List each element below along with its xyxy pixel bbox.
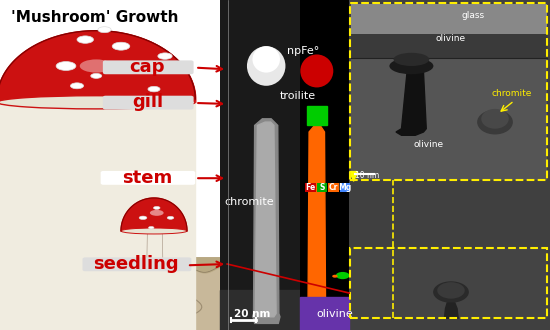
Text: olivine: olivine (316, 310, 353, 319)
Ellipse shape (252, 46, 280, 73)
Bar (351, 248, 547, 318)
Ellipse shape (433, 281, 469, 303)
Text: Mg: Mg (338, 183, 352, 192)
Ellipse shape (393, 53, 429, 66)
Polygon shape (0, 31, 195, 99)
Ellipse shape (148, 86, 160, 92)
Text: chromite: chromite (491, 89, 532, 98)
FancyBboxPatch shape (103, 60, 194, 74)
Text: S: S (320, 183, 324, 192)
Ellipse shape (150, 210, 164, 216)
Bar (351, 34, 547, 59)
Bar (305, 183, 316, 192)
Text: npFe°: npFe° (287, 47, 320, 56)
Polygon shape (147, 231, 163, 261)
Polygon shape (396, 69, 426, 135)
Polygon shape (72, 115, 116, 267)
Polygon shape (300, 297, 349, 330)
Bar (300, 0, 349, 330)
Polygon shape (0, 257, 231, 330)
Ellipse shape (300, 54, 333, 87)
Ellipse shape (77, 36, 94, 43)
Polygon shape (307, 106, 327, 125)
Ellipse shape (389, 58, 433, 74)
FancyBboxPatch shape (101, 171, 195, 185)
Ellipse shape (112, 42, 130, 50)
Ellipse shape (153, 207, 160, 210)
Bar (328, 183, 339, 192)
Text: gill: gill (132, 93, 163, 111)
Text: chromite: chromite (224, 197, 274, 207)
Text: troilite: troilite (279, 91, 316, 101)
Text: olivine: olivine (414, 140, 444, 149)
Bar (351, 4, 547, 180)
Ellipse shape (56, 61, 76, 70)
Ellipse shape (139, 216, 147, 219)
Ellipse shape (80, 59, 113, 73)
Bar (350, 248, 547, 318)
Ellipse shape (0, 96, 195, 109)
FancyBboxPatch shape (103, 96, 194, 110)
Bar (317, 183, 327, 192)
Bar (340, 183, 350, 192)
Text: olivine: olivine (436, 34, 466, 43)
Polygon shape (252, 119, 280, 323)
Ellipse shape (121, 228, 187, 234)
Text: Fe: Fe (305, 183, 316, 192)
Polygon shape (444, 303, 458, 318)
Text: 'Mushroom' Growth: 'Mushroom' Growth (11, 10, 179, 25)
Text: 20 nm: 20 nm (234, 310, 270, 319)
Ellipse shape (148, 226, 154, 229)
Ellipse shape (481, 109, 509, 129)
Ellipse shape (167, 216, 174, 219)
Text: glass: glass (461, 11, 485, 20)
Polygon shape (220, 290, 349, 330)
Ellipse shape (98, 27, 111, 33)
Ellipse shape (437, 282, 465, 299)
Polygon shape (121, 198, 187, 231)
Ellipse shape (158, 53, 172, 59)
Text: Cr: Cr (329, 183, 338, 192)
Polygon shape (307, 125, 327, 323)
FancyBboxPatch shape (82, 257, 191, 271)
Ellipse shape (332, 275, 338, 278)
Text: cap: cap (130, 58, 165, 76)
Bar (349, 0, 550, 330)
Ellipse shape (70, 83, 84, 89)
Text: stem: stem (122, 169, 173, 186)
Text: seedling: seedling (94, 255, 179, 273)
Bar (220, 0, 349, 330)
Ellipse shape (477, 110, 513, 135)
Text: 10 nm: 10 nm (355, 171, 379, 180)
Ellipse shape (247, 46, 285, 86)
Bar (350, 3, 547, 180)
Ellipse shape (336, 272, 350, 279)
Bar (351, 4, 547, 35)
Polygon shape (255, 122, 276, 317)
Ellipse shape (91, 74, 102, 79)
Ellipse shape (130, 66, 145, 73)
